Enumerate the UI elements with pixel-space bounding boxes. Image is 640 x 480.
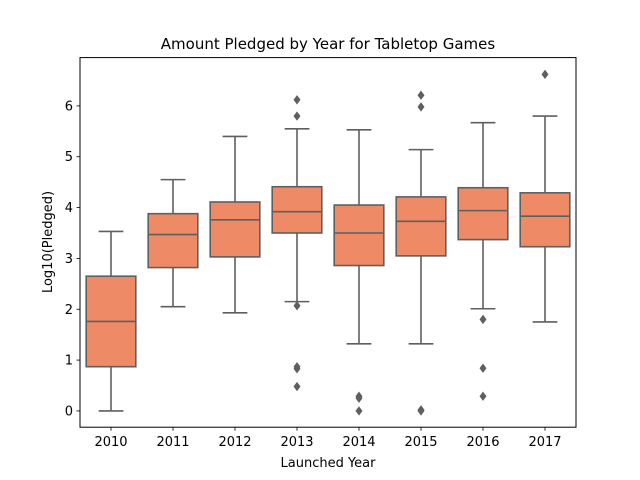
- x-tick-label: 2011: [156, 435, 189, 450]
- x-tick-label: 2012: [218, 435, 251, 450]
- y-tick-label: 5: [65, 150, 73, 165]
- plot-frame: [79, 57, 577, 428]
- outlier-point: [355, 393, 363, 403]
- box-2013: [271, 185, 323, 234]
- box-2011: [147, 212, 199, 269]
- x-tick-label: 2014: [342, 435, 375, 450]
- x-tick-label: 2016: [466, 435, 499, 450]
- x-tick-label: 2013: [280, 435, 313, 450]
- box-2016: [457, 186, 509, 241]
- outlier-point: [479, 314, 487, 325]
- box-2012: [209, 201, 261, 258]
- box-2015: [395, 196, 447, 257]
- outlier-point: [293, 364, 301, 374]
- chart-title: Amount Pledged by Year for Tabletop Game…: [161, 35, 496, 53]
- x-tick-label: 2015: [404, 435, 437, 450]
- y-tick-label: 4: [65, 201, 73, 216]
- outlier-point: [417, 102, 425, 112]
- outlier-point: [293, 111, 301, 121]
- y-tick-label: 1: [65, 354, 73, 369]
- y-tick-label: 2: [65, 303, 73, 318]
- x-tick-label: 2017: [528, 435, 561, 450]
- outlier-point: [355, 406, 363, 416]
- box-2017: [519, 192, 571, 248]
- outlier-point: [417, 90, 425, 100]
- y-tick-label: 0: [65, 404, 73, 419]
- outlier-point: [479, 391, 487, 401]
- outlier-point: [541, 69, 549, 80]
- y-axis-label: Log10(Pledged): [41, 191, 56, 293]
- outlier-point: [293, 381, 301, 392]
- outlier-point: [417, 406, 425, 416]
- y-tick-label: 6: [65, 99, 73, 114]
- outlier-point: [293, 301, 301, 311]
- outlier-point: [293, 95, 301, 105]
- box-2014: [333, 204, 385, 267]
- outlier-point: [479, 363, 487, 373]
- y-tick-label: 3: [65, 252, 73, 267]
- x-tick-label: 2010: [94, 435, 127, 450]
- x-axis-label: Launched Year: [281, 456, 377, 471]
